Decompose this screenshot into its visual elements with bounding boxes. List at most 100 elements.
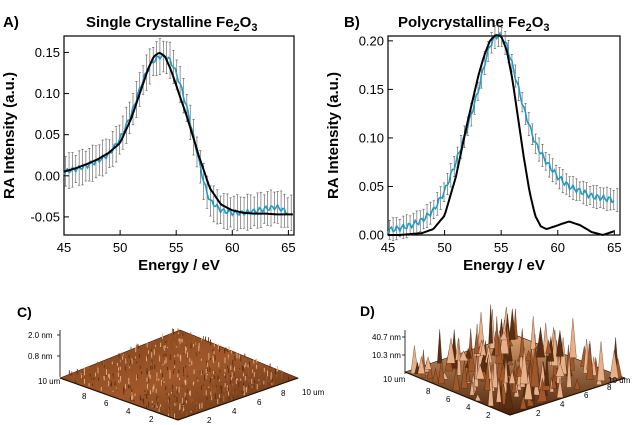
panel-d-ax-right: 10 um [608, 376, 631, 385]
panel-d-texture-spike [492, 348, 498, 388]
panel-c-tick-right: 6 [257, 398, 262, 407]
panel-d-texture-spike [506, 357, 514, 366]
panel-d-texture-spike [499, 331, 508, 341]
panel-c-surface-texture [68, 328, 289, 419]
panel-c-ax-right: 10 um [302, 388, 325, 397]
panel-a-title: Single Crystalline Fe2O3 [86, 14, 257, 34]
panel-d-texture-spike [556, 377, 564, 398]
panel-b-x-tick-label: 55 [494, 240, 508, 255]
panel-c-tick-left: 4 [126, 407, 131, 416]
panel-b-experiment-line [387, 31, 615, 234]
panel-d-letter: D) [360, 303, 375, 319]
panel-d-texture-spike [503, 356, 509, 384]
panel-a-y-tick-label: 0.00 [35, 168, 60, 183]
panel-a-y-tick-label: 0.05 [35, 127, 60, 142]
panel-c-tick-left: 6 [104, 399, 109, 408]
panel-d-texture-spike [496, 378, 502, 403]
panel-a-plot-frame [63, 35, 295, 236]
panel-d-tick-left: 2 [486, 411, 491, 420]
panel-a-y-tick-label: 0.15 [35, 45, 60, 60]
panel-d-texture-spike [473, 334, 480, 354]
panel-b-y-tick-label: 0.05 [359, 179, 384, 194]
panel-a-y-tick-label: 0.10 [35, 86, 60, 101]
panel-b-x-axis-label: Energy / eV [463, 257, 545, 274]
panel-d-texture-spike [508, 308, 516, 340]
panel-d-texture-spike [569, 318, 577, 358]
panel-d-texture-spike [437, 329, 443, 364]
panel-a-x-axis-label: Energy / eV [138, 257, 220, 274]
panel-a-experiment-line [63, 52, 288, 217]
panel-b-x-tick-label: 60 [551, 240, 565, 255]
panel-d-z-mid: 10.3 nm [372, 351, 401, 360]
panel-b-title: Polycrystalline Fe2O3 [398, 14, 549, 34]
panel-d-texture-spike [566, 352, 572, 388]
panel-b-x-tick-label: 65 [607, 240, 621, 255]
panel-b-x-tick-label: 50 [437, 240, 451, 255]
panel-d-tick-right: 8 [607, 383, 612, 392]
panel-a-x-tick-label: 60 [225, 240, 239, 255]
panel-d-texture-spike [586, 340, 594, 380]
panel-c-tick-right: 8 [281, 389, 286, 398]
panel-d-surface-edge [404, 371, 626, 416]
panel-d-z-top: 40.7 nm [372, 333, 401, 342]
panel-d-texture-spike [467, 347, 476, 372]
panel-a-chart: 45 50 55 60 65 -0.05 0.00 0.05 0.10 0.15 Energy / … [1, 38, 296, 274]
panel-d-texture-spike [609, 350, 619, 379]
panel-d-tick-right: 6 [584, 391, 589, 400]
panel-a: A) Single Crystalline Fe2O3 45 50 55 60 65 -0… [1, 14, 296, 274]
panel-d-ax-left: 10 um [383, 375, 406, 384]
panel-d-texture-spike [555, 361, 565, 377]
panel-d-texture-spike [464, 347, 472, 359]
panel-c-tick-right: 2 [207, 416, 212, 425]
panel-d-texture-spike [488, 304, 493, 344]
panel-b-y-axis-label: RA Intensity (a.u.) [325, 72, 342, 199]
panel-d-tick-right: 4 [560, 400, 565, 409]
panel-b-chart: 45 50 55 60 65 0.00 0.05 0.10 0.15 0.20 Energy / e… [325, 25, 622, 274]
panel-b-y-tick-label: 0.15 [359, 82, 384, 97]
panel-d-texture-spike [465, 365, 471, 383]
panel-d-tick-left: 6 [446, 395, 451, 404]
panel-d-texture-spike [551, 374, 557, 389]
panel-b-plot-frame [387, 35, 621, 236]
panel-b-x-tick-label: 45 [381, 240, 395, 255]
panel-d-texture-spike [446, 337, 456, 364]
panel-d-texture-spike [530, 316, 536, 350]
panel-a-x-tick-label: 55 [169, 240, 183, 255]
panel-c-tick-left: 2 [149, 415, 154, 424]
panel-d: D) 40.7 nm 10.3 nm 10 um 8 6 4 2 2 4 6 8… [360, 303, 631, 420]
panel-a-x-tick-label: 50 [113, 240, 127, 255]
panel-d-texture-spike [424, 356, 432, 370]
panel-d-texture-spike [544, 349, 550, 386]
panel-d-surface-texture [410, 304, 623, 410]
panel-d-texture-spike [484, 358, 491, 391]
panel-c-tick-right: 4 [232, 407, 237, 416]
panel-d-texture-spike [474, 393, 482, 402]
panel-a-y-axis-label: RA Intensity (a.u.) [1, 72, 18, 199]
panel-d-texture-spike [494, 316, 500, 356]
panel-b: B) Polycrystalline Fe2O3 45 50 55 60 65 0.00 0… [325, 14, 622, 274]
panel-d-texture-spike [475, 363, 485, 380]
panel-a-x-tick-label: 65 [281, 240, 295, 255]
panel-c-z-top: 2.0 nm [28, 331, 53, 340]
panel-a-letter: A) [3, 14, 19, 31]
panel-c-ax-left: 10 um [38, 377, 61, 386]
panel-d-tick-left: 8 [426, 387, 431, 396]
panel-d-texture-spike [524, 372, 533, 400]
panel-d-texture-spike [530, 347, 540, 388]
panel-b-letter: B) [344, 14, 360, 31]
panel-a-error-bars [64, 38, 293, 232]
panel-d-texture-spike [545, 339, 552, 354]
panel-c-surface-edge [59, 377, 299, 421]
panel-d-texture-spike [504, 376, 513, 410]
panel-d-texture-spike [507, 344, 513, 362]
panel-d-texture-spike [458, 350, 469, 362]
panel-d-texture-spike [432, 368, 439, 383]
panel-d-texture-spike [574, 378, 581, 390]
panel-d-texture-spike [520, 347, 529, 385]
panel-d-tick-right: 2 [536, 409, 541, 418]
panel-c-letter: C) [17, 304, 32, 320]
panel-d-texture-spike [516, 364, 523, 377]
panel-b-y-tick-label: 0.10 [359, 130, 384, 145]
panel-d-texture-spike [456, 339, 462, 376]
